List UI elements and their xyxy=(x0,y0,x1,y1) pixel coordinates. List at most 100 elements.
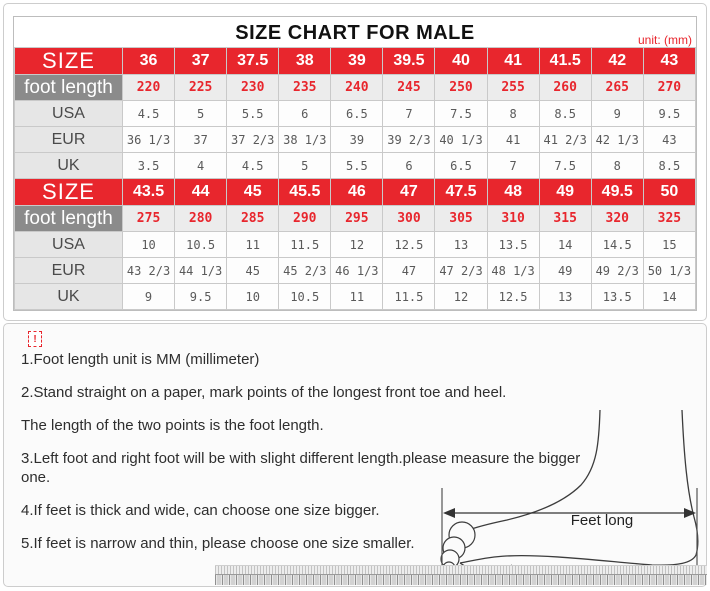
size-cell: 44 xyxy=(174,178,228,206)
usa-row-label: USA xyxy=(14,231,123,258)
foot-length-cell: 320 xyxy=(590,205,644,232)
size-cell: 45 xyxy=(226,178,280,206)
eur-cell: 40 1/3 xyxy=(434,126,488,153)
foot-length-cell: 230 xyxy=(226,74,280,101)
usa-cell: 10 xyxy=(121,231,176,258)
uk-cell: 5.5 xyxy=(330,152,384,179)
feet-long-label: Feet long xyxy=(570,512,634,529)
foot-length-cell: 240 xyxy=(330,74,384,101)
size-cell: 46 xyxy=(330,178,384,206)
measuring-notes-panel: ! 1.Foot length unit is MM (millimeter) … xyxy=(3,323,707,587)
eur-cell: 38 1/3 xyxy=(278,126,332,153)
eur-row-label: EUR xyxy=(14,257,123,284)
size-cell: 49 xyxy=(538,178,592,206)
uk-row-label: UK xyxy=(14,283,123,310)
uk-cell: 11.5 xyxy=(382,283,436,310)
foot-length-cell: 225 xyxy=(174,74,228,101)
usa-cell: 8.5 xyxy=(538,100,592,127)
foot-length-cell: 270 xyxy=(642,74,697,101)
uk-cell: 8.5 xyxy=(642,152,697,179)
usa-cell: 15 xyxy=(642,231,697,258)
uk-cell: 10.5 xyxy=(278,283,332,310)
uk-cell: 12 xyxy=(434,283,488,310)
size-cell: 36 xyxy=(121,47,176,75)
uk-cell: 13.5 xyxy=(590,283,644,310)
size-row: SIZE 43.5 44 45 45.5 46 47 47.5 48 49 49.5 50 xyxy=(14,178,697,206)
eur-cell: 37 xyxy=(174,126,228,153)
usa-cell: 12.5 xyxy=(382,231,436,258)
eur-cell: 49 2/3 xyxy=(590,257,644,284)
uk-cell: 8 xyxy=(590,152,644,179)
uk-cell: 11 xyxy=(330,283,384,310)
eur-cell: 47 xyxy=(382,257,436,284)
ruler-coarse-ticks xyxy=(215,574,707,585)
uk-cell: 4.5 xyxy=(226,152,280,179)
usa-cell: 11 xyxy=(226,231,280,258)
eur-cell: 39 xyxy=(330,126,384,153)
uk-cell: 6 xyxy=(382,152,436,179)
foot-length-cell: 285 xyxy=(226,205,280,232)
uk-row: UK 9 9.5 10 10.5 11 11.5 12 12.5 13 13.5 14 xyxy=(14,283,697,310)
usa-cell: 14 xyxy=(538,231,592,258)
size-cell: 37.5 xyxy=(226,47,280,75)
eur-cell: 45 xyxy=(226,257,280,284)
foot-length-cell: 275 xyxy=(121,205,176,232)
foot-length-cell: 295 xyxy=(330,205,384,232)
size-cell: 42 xyxy=(590,47,644,75)
foot-length-cell: 305 xyxy=(434,205,488,232)
usa-cell: 13.5 xyxy=(486,231,540,258)
foot-length-cell: 250 xyxy=(434,74,488,101)
size-cell: 47 xyxy=(382,178,436,206)
usa-cell: 13 xyxy=(434,231,488,258)
eur-cell: 46 1/3 xyxy=(330,257,384,284)
usa-cell: 10.5 xyxy=(174,231,228,258)
note-line-5: 4.If feet is thick and wide, can choose … xyxy=(21,502,380,519)
usa-cell: 4.5 xyxy=(121,100,176,127)
eur-row-label: EUR xyxy=(14,126,123,153)
size-chart-panel: SIZE CHART FOR MALE unit: (mm) SIZE 36 37 3… xyxy=(3,3,707,321)
usa-cell: 9 xyxy=(590,100,644,127)
foot-length-cell: 260 xyxy=(538,74,592,101)
size-cell: 43.5 xyxy=(121,178,176,206)
uk-cell: 6.5 xyxy=(434,152,488,179)
eur-cell: 41 xyxy=(486,126,540,153)
foot-length-cell: 235 xyxy=(278,74,332,101)
size-cell: 43 xyxy=(642,47,697,75)
foot-length-cell: 325 xyxy=(642,205,697,232)
size-chart-table-container: SIZE CHART FOR MALE unit: (mm) SIZE 36 37 3… xyxy=(13,16,697,311)
eur-cell: 45 2/3 xyxy=(278,257,332,284)
eur-cell: 43 xyxy=(642,126,697,153)
size-cell: 39.5 xyxy=(382,47,436,75)
size-cell: 40 xyxy=(434,47,488,75)
size-cell: 41 xyxy=(486,47,540,75)
size-cell: 47.5 xyxy=(434,178,488,206)
uk-cell: 9 xyxy=(121,283,176,310)
ruler-graphic xyxy=(215,565,707,585)
usa-cell: 14.5 xyxy=(590,231,644,258)
usa-row: USA 4.5 5 5.5 6 6.5 7 7.5 8 8.5 9 9.5 xyxy=(14,100,697,127)
size-table: SIZE 36 37 37.5 38 39 39.5 40 41 41.5 42 43 foot len… xyxy=(14,47,697,310)
uk-row-label: UK xyxy=(14,152,123,179)
note-line-2: 2.Stand straight on a paper, mark points… xyxy=(21,384,507,401)
usa-cell: 5 xyxy=(174,100,228,127)
eur-cell: 39 2/3 xyxy=(382,126,436,153)
foot-length-cell: 310 xyxy=(486,205,540,232)
size-cell: 50 xyxy=(642,178,697,206)
usa-row: USA 10 10.5 11 11.5 12 12.5 13 13.5 14 14.5 15 xyxy=(14,231,697,258)
uk-cell: 9.5 xyxy=(174,283,228,310)
size-cell: 48 xyxy=(486,178,540,206)
eur-cell: 41 2/3 xyxy=(538,126,592,153)
foot-length-row-label: foot length xyxy=(14,205,123,232)
uk-cell: 5 xyxy=(278,152,332,179)
uk-cell: 13 xyxy=(538,283,592,310)
uk-cell: 7.5 xyxy=(538,152,592,179)
size-cell: 49.5 xyxy=(590,178,644,206)
foot-length-row: foot length 220 225 230 235 240 245 250 255 260 26… xyxy=(14,74,697,101)
foot-length-cell: 265 xyxy=(590,74,644,101)
foot-length-cell: 300 xyxy=(382,205,436,232)
usa-cell: 8 xyxy=(486,100,540,127)
size-cell: 45.5 xyxy=(278,178,332,206)
eur-cell: 47 2/3 xyxy=(434,257,488,284)
size-row: SIZE 36 37 37.5 38 39 39.5 40 41 41.5 42 43 xyxy=(14,47,697,75)
uk-cell: 3.5 xyxy=(121,152,176,179)
